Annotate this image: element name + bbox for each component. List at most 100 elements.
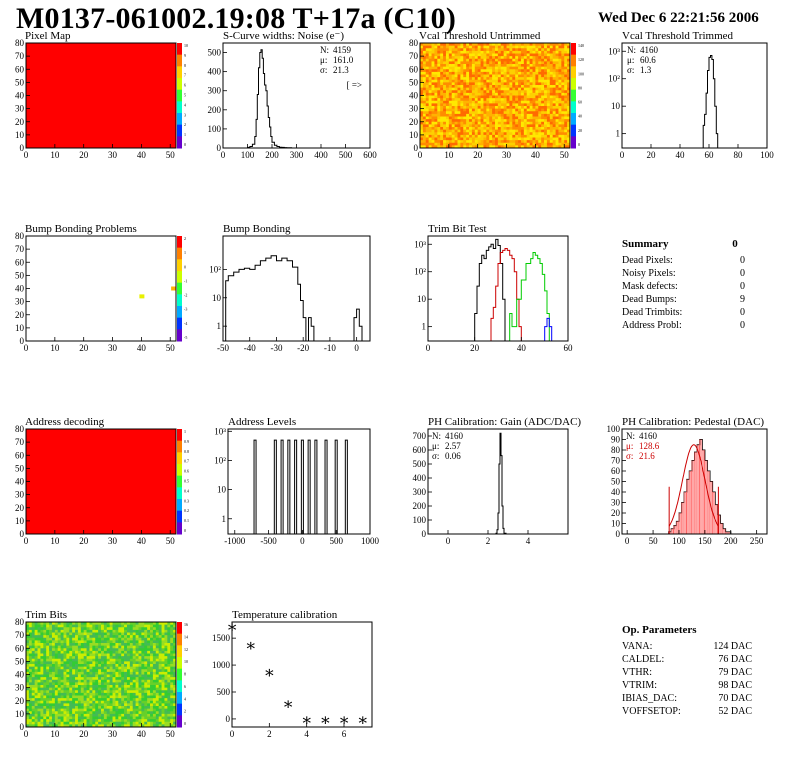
- heatmap-cell: [538, 116, 542, 120]
- heatmap-cell: [75, 706, 79, 710]
- color-scale-label: 0.2: [184, 508, 189, 513]
- heatmap-cell: [103, 656, 108, 660]
- heatmap-cell: [135, 708, 139, 712]
- heatmap-cell: [523, 87, 528, 91]
- heatmap-cell: [121, 687, 125, 691]
- heatmap-cell: [86, 690, 90, 694]
- heatmap-cell: [460, 145, 464, 149]
- heatmap-cell: [526, 64, 531, 68]
- heatmap-cell: [437, 140, 441, 144]
- heatmap-cell: [492, 50, 496, 54]
- heatmap-cell: [489, 61, 493, 65]
- heatmap-cell: [460, 121, 464, 125]
- color-scale-segment: [177, 329, 182, 342]
- y-tick-label: 20: [409, 117, 419, 127]
- heatmap-cell: [138, 677, 142, 681]
- heatmap-cell: [567, 142, 571, 146]
- heatmap-cell: [152, 679, 157, 683]
- heatmap-cell: [555, 100, 559, 104]
- heatmap-cell: [37, 713, 41, 717]
- heatmap-cell: [466, 140, 470, 144]
- heatmap-cell: [95, 664, 99, 668]
- x-tick-label: 20: [473, 150, 483, 160]
- heatmap-cell: [440, 140, 444, 144]
- heatmap-cell: [443, 95, 447, 99]
- heatmap-cell: [63, 708, 67, 712]
- heatmap-cell: [546, 43, 551, 47]
- heatmap-cell: [538, 113, 542, 117]
- color-scale-segment: [177, 452, 182, 465]
- heatmap-cell: [138, 687, 142, 691]
- heatmap-cell: [126, 679, 131, 683]
- heatmap-cell: [37, 643, 41, 647]
- heatmap-cell: [150, 669, 154, 673]
- heatmap-cell: [141, 640, 145, 644]
- heatmap-cell: [124, 666, 128, 670]
- heatmap-cell: [492, 77, 496, 81]
- heatmap-cell: [118, 671, 122, 675]
- heatmap-cell: [118, 622, 122, 626]
- heatmap-cell: [49, 682, 53, 686]
- stat-label: μ:: [320, 55, 327, 65]
- heatmap-cell: [31, 687, 36, 691]
- heatmap-cell: [101, 669, 105, 673]
- heatmap-cell: [132, 690, 137, 694]
- heatmap-cell: [132, 695, 137, 699]
- heatmap-cell: [54, 682, 59, 686]
- color-scale-label: 0.3: [184, 498, 189, 503]
- heatmap-cell: [549, 111, 554, 115]
- heatmap-cell: [69, 624, 73, 628]
- heatmap-cell: [489, 50, 493, 54]
- heatmap-cell: [152, 669, 157, 673]
- heatmap-cell: [549, 127, 554, 131]
- heatmap-cell: [451, 50, 456, 54]
- heatmap-cell: [451, 113, 456, 117]
- heatmap-cell: [115, 637, 119, 641]
- heatmap-cell: [463, 64, 467, 68]
- heatmap-cell: [121, 632, 125, 636]
- stat-value: 21.3: [333, 65, 349, 75]
- heatmap-cell: [469, 56, 473, 60]
- heatmap-cell: [552, 43, 556, 47]
- heatmap-cell: [147, 637, 151, 641]
- heatmap-cell: [457, 71, 461, 75]
- heatmap-cell: [420, 74, 424, 78]
- x-tick-label: 2: [486, 536, 491, 546]
- heatmap-cell: [155, 650, 160, 654]
- heatmap-cell: [567, 103, 571, 107]
- x-tick-label: 600: [363, 150, 377, 160]
- heatmap-cell: [520, 79, 525, 83]
- heatmap-cell: [106, 685, 111, 689]
- heatmap-cell: [506, 124, 510, 128]
- heatmap-cell: [541, 61, 545, 65]
- heatmap-cell: [129, 692, 134, 696]
- heatmap-cell: [443, 82, 447, 86]
- heatmap-cell: [471, 56, 476, 60]
- heatmap-cell: [460, 87, 464, 91]
- x-tick-label: 60: [564, 343, 574, 353]
- color-scale-label: -4: [184, 321, 187, 326]
- heatmap-cell: [31, 635, 36, 639]
- heatmap-cell: [89, 674, 93, 678]
- heatmap-cell: [526, 113, 531, 117]
- heatmap-cell: [454, 64, 458, 68]
- heatmap-cell: [425, 79, 430, 83]
- heatmap-cell: [474, 82, 479, 86]
- heatmap-cell: [144, 706, 148, 710]
- heatmap-cell: [34, 624, 38, 628]
- heatmap-cell: [564, 124, 568, 128]
- heatmap-cell: [109, 724, 113, 728]
- heatmap-cell: [541, 77, 545, 81]
- heatmap-cell: [420, 140, 424, 144]
- heatmap-cell: [158, 695, 162, 699]
- heatmap-cell: [54, 627, 59, 631]
- heatmap-cell: [486, 142, 490, 146]
- heatmap-cell: [466, 90, 470, 94]
- heatmap-cell: [535, 56, 539, 60]
- heatmap-cell: [431, 43, 435, 47]
- heatmap-cell: [144, 622, 148, 626]
- heatmap-cell: [509, 92, 513, 96]
- color-scale-segment: [177, 247, 182, 260]
- heatmap-cell: [428, 48, 432, 52]
- heatmap-cell: [555, 124, 559, 128]
